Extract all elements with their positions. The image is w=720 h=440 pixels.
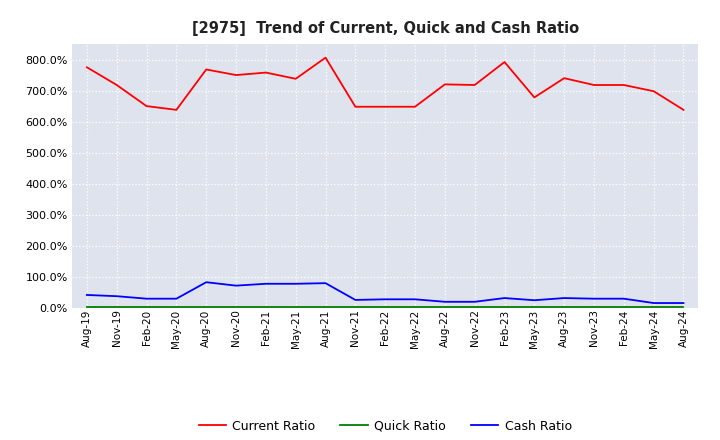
Quick Ratio bbox=[649, 304, 658, 310]
Quick Ratio bbox=[619, 304, 628, 310]
Cash Ratio bbox=[679, 301, 688, 306]
Quick Ratio bbox=[351, 304, 360, 310]
Cash Ratio bbox=[381, 297, 390, 302]
Current Ratio bbox=[679, 107, 688, 113]
Current Ratio bbox=[83, 65, 91, 70]
Cash Ratio bbox=[232, 283, 240, 288]
Line: Current Ratio: Current Ratio bbox=[87, 58, 683, 110]
Current Ratio bbox=[470, 82, 479, 88]
Current Ratio bbox=[381, 104, 390, 110]
Quick Ratio bbox=[143, 304, 151, 310]
Current Ratio bbox=[321, 55, 330, 60]
Current Ratio bbox=[410, 104, 419, 110]
Quick Ratio bbox=[381, 304, 390, 310]
Quick Ratio bbox=[560, 304, 569, 310]
Cash Ratio bbox=[351, 297, 360, 303]
Current Ratio bbox=[441, 82, 449, 87]
Cash Ratio bbox=[292, 281, 300, 286]
Cash Ratio bbox=[202, 279, 210, 285]
Current Ratio bbox=[649, 88, 658, 94]
Cash Ratio bbox=[590, 296, 598, 301]
Current Ratio bbox=[292, 76, 300, 81]
Cash Ratio bbox=[560, 295, 569, 301]
Quick Ratio bbox=[679, 304, 688, 310]
Quick Ratio bbox=[202, 304, 210, 310]
Cash Ratio bbox=[441, 299, 449, 304]
Current Ratio bbox=[261, 70, 270, 75]
Quick Ratio bbox=[441, 304, 449, 310]
Cash Ratio bbox=[143, 296, 151, 301]
Quick Ratio bbox=[232, 304, 240, 310]
Cash Ratio bbox=[261, 281, 270, 286]
Line: Cash Ratio: Cash Ratio bbox=[87, 282, 683, 303]
Cash Ratio bbox=[83, 292, 91, 297]
Quick Ratio bbox=[112, 304, 121, 310]
Cash Ratio bbox=[649, 301, 658, 306]
Current Ratio bbox=[143, 103, 151, 109]
Cash Ratio bbox=[530, 297, 539, 303]
Cash Ratio bbox=[172, 296, 181, 301]
Quick Ratio bbox=[261, 304, 270, 310]
Quick Ratio bbox=[83, 304, 91, 310]
Current Ratio bbox=[560, 76, 569, 81]
Quick Ratio bbox=[470, 304, 479, 310]
Cash Ratio bbox=[321, 281, 330, 286]
Quick Ratio bbox=[292, 304, 300, 310]
Quick Ratio bbox=[172, 304, 181, 310]
Current Ratio bbox=[202, 67, 210, 72]
Legend: Current Ratio, Quick Ratio, Cash Ratio: Current Ratio, Quick Ratio, Cash Ratio bbox=[194, 414, 577, 437]
Cash Ratio bbox=[619, 296, 628, 301]
Current Ratio bbox=[619, 82, 628, 88]
Title: [2975]  Trend of Current, Quick and Cash Ratio: [2975] Trend of Current, Quick and Cash … bbox=[192, 21, 579, 36]
Current Ratio bbox=[530, 95, 539, 100]
Current Ratio bbox=[590, 82, 598, 88]
Cash Ratio bbox=[112, 293, 121, 299]
Quick Ratio bbox=[590, 304, 598, 310]
Quick Ratio bbox=[530, 304, 539, 310]
Quick Ratio bbox=[321, 304, 330, 310]
Cash Ratio bbox=[500, 295, 509, 301]
Quick Ratio bbox=[500, 304, 509, 310]
Current Ratio bbox=[500, 59, 509, 65]
Current Ratio bbox=[172, 107, 181, 113]
Current Ratio bbox=[351, 104, 360, 110]
Current Ratio bbox=[232, 73, 240, 78]
Cash Ratio bbox=[410, 297, 419, 302]
Cash Ratio bbox=[470, 299, 479, 304]
Quick Ratio bbox=[410, 304, 419, 310]
Current Ratio bbox=[112, 82, 121, 88]
